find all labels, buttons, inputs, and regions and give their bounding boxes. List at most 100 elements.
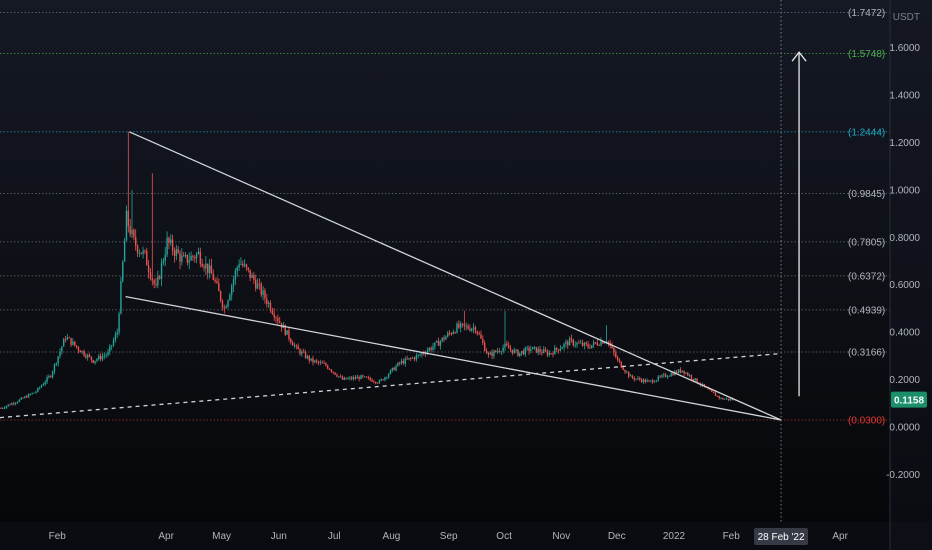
candle-body xyxy=(417,354,419,356)
candle-body xyxy=(685,372,687,374)
candle-body xyxy=(291,342,294,346)
candle-body xyxy=(714,393,717,396)
lower-trendline[interactable] xyxy=(125,295,782,421)
candle-body xyxy=(615,352,617,358)
upper-trendline[interactable] xyxy=(128,131,782,421)
candle-body xyxy=(624,369,626,372)
candle-body xyxy=(13,403,15,404)
candle-body xyxy=(661,375,663,377)
candle-body xyxy=(421,353,423,355)
candle-body xyxy=(162,260,165,263)
candle-body xyxy=(692,378,695,381)
candle-body xyxy=(55,363,57,365)
candle-body xyxy=(101,356,104,360)
support-trendline[interactable] xyxy=(0,352,782,419)
x-tick-label: Dec xyxy=(608,531,626,542)
candle-body xyxy=(535,347,538,353)
candle-body xyxy=(351,377,353,380)
candle-body xyxy=(459,323,462,328)
candle-body xyxy=(607,341,610,343)
candle-body xyxy=(652,380,654,383)
crosshair-date-label: 28 Feb '22 xyxy=(758,532,805,543)
candle-body xyxy=(195,253,198,259)
candle-body xyxy=(476,331,478,334)
candle-body xyxy=(543,349,545,354)
candle-body xyxy=(190,255,192,261)
candle-body xyxy=(655,380,658,382)
candle-body xyxy=(526,347,528,349)
candle-body xyxy=(247,267,250,270)
candle-body xyxy=(149,272,152,279)
candle-body xyxy=(522,351,525,355)
candle-body xyxy=(171,239,174,251)
candle-body xyxy=(541,352,543,354)
candle-body xyxy=(539,349,541,353)
candle-body xyxy=(339,376,342,378)
price-axis[interactable] xyxy=(890,0,932,550)
candle-body xyxy=(716,395,719,397)
candle-body xyxy=(24,396,26,399)
y-tick-label: 1.4000 xyxy=(889,90,920,101)
candle-body xyxy=(663,374,665,376)
candle-body xyxy=(64,338,67,340)
candle-body xyxy=(345,377,347,380)
y-tick-label: 0.6000 xyxy=(889,280,920,291)
candle-body xyxy=(164,254,166,261)
candle-body xyxy=(122,261,124,282)
candle-body xyxy=(354,377,357,379)
candle-body xyxy=(592,342,595,346)
x-tick-label: Jul xyxy=(328,531,341,542)
drawing-tools[interactable] xyxy=(0,0,807,522)
candle-body xyxy=(223,307,226,309)
candle-body xyxy=(603,342,606,344)
candle-body xyxy=(419,354,421,356)
candle-body xyxy=(273,313,275,318)
candle-body xyxy=(550,353,552,355)
candle-body xyxy=(411,357,414,359)
candle-body xyxy=(423,353,425,354)
candle-body xyxy=(391,367,394,370)
candle-body xyxy=(323,363,325,365)
candle-body xyxy=(61,346,63,352)
candle-body xyxy=(303,351,305,353)
fib-level-label: (0.7805) xyxy=(848,237,885,248)
candle-body xyxy=(232,279,235,286)
candle-body xyxy=(53,364,56,372)
candle-body xyxy=(696,378,698,383)
candle-body xyxy=(626,371,628,373)
candle-body xyxy=(474,327,477,332)
candle-body xyxy=(304,352,307,359)
candle-body xyxy=(399,362,401,364)
candle-body xyxy=(109,346,111,352)
y-tick-label: 0.0000 xyxy=(889,423,920,434)
candle-body xyxy=(103,355,106,357)
candle-body xyxy=(334,372,336,375)
candle-body xyxy=(208,265,211,273)
candle-body xyxy=(461,323,464,325)
candle-body xyxy=(397,362,399,367)
candle-body xyxy=(725,398,728,400)
candle-body xyxy=(258,283,261,285)
candle-body xyxy=(620,361,623,368)
candle-body xyxy=(406,358,408,360)
candle-body xyxy=(517,349,519,357)
candle-body xyxy=(491,352,493,357)
candle-body xyxy=(125,210,128,241)
candle-body xyxy=(618,359,621,362)
candle-body xyxy=(718,396,720,399)
candle-body xyxy=(478,333,480,335)
candle-body xyxy=(729,398,731,400)
candle-body xyxy=(327,365,329,369)
candle-body xyxy=(90,356,93,360)
candle-body xyxy=(46,377,48,382)
candle-body xyxy=(450,333,453,334)
fib-level-label: (0.6372) xyxy=(848,271,885,282)
candle-body xyxy=(711,390,713,392)
candle-body xyxy=(288,330,290,339)
candle-body xyxy=(598,345,600,346)
candle-body xyxy=(114,334,117,341)
candle-body xyxy=(408,358,410,360)
candle-body xyxy=(62,338,65,347)
candle-body xyxy=(20,397,22,400)
